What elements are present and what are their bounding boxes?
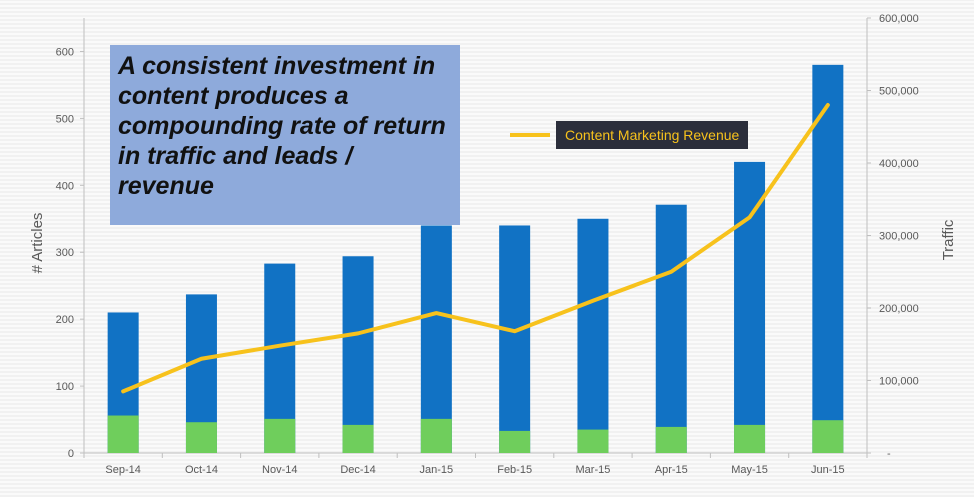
y-tick-label: 600 [56, 46, 74, 58]
bar-total [812, 64, 844, 453]
bar-total [420, 225, 452, 453]
y2-axis-title: Traffic [940, 219, 957, 260]
x-tick-label: Jan-15 [420, 464, 454, 476]
y-tick-label: 0 [68, 448, 74, 460]
bar-green [499, 430, 531, 453]
bar-total [577, 218, 609, 453]
legend: Content Marketing Revenue [510, 120, 749, 150]
y2-tick-label: 400,000 [879, 158, 919, 170]
callout-text: A consistent investment in content produ… [118, 52, 446, 200]
bar-green [342, 424, 374, 453]
legend-label: Content Marketing Revenue [556, 121, 749, 149]
x-tick-label: May-15 [731, 464, 768, 476]
y2-tick-label: 600,000 [879, 13, 919, 25]
bar-green [734, 424, 766, 453]
x-tick-label: Oct-14 [185, 464, 218, 476]
x-tick-label: Feb-15 [497, 464, 532, 476]
bar-total [499, 225, 531, 453]
callout-box: A consistent investment in content produ… [110, 45, 460, 225]
bar-green [420, 418, 452, 453]
y2-tick-label: 100,000 [879, 376, 919, 388]
bar-green [107, 415, 139, 453]
bar-total [655, 204, 687, 453]
x-tick-label: Sep-14 [105, 464, 140, 476]
y2-tick-label: 300,000 [879, 231, 919, 243]
y-tick-label: 400 [56, 180, 74, 192]
y2-tick-label: - [887, 448, 891, 460]
y-tick-label: 100 [56, 381, 74, 393]
bar-green [812, 420, 844, 453]
y-tick-label: 200 [56, 314, 74, 326]
x-tick-label: Dec-14 [340, 464, 375, 476]
bar-total [342, 256, 374, 453]
bars [107, 64, 844, 453]
x-tick-label: Apr-15 [655, 464, 688, 476]
x-tick-label: Mar-15 [576, 464, 611, 476]
bar-green [264, 418, 296, 453]
revenue-line [121, 103, 830, 394]
bar-total [734, 161, 766, 453]
x-tick-label: Jun-15 [811, 464, 845, 476]
revenue-line-path [121, 103, 830, 394]
axes: 0 100 200 300 400 500 600 - 100,000 200,000 300,00… [56, 13, 919, 476]
legend-line-swatch [510, 133, 550, 137]
y2-tick-label: 500,000 [879, 86, 919, 98]
y-tick-label: 500 [56, 113, 74, 125]
bar-green [655, 426, 687, 453]
y-axis-title: # Articles [29, 213, 46, 274]
y2-tick-label: 200,000 [879, 303, 919, 315]
x-tick-label: Nov-14 [262, 464, 297, 476]
bar-green [577, 429, 609, 453]
bar-green [185, 422, 217, 453]
y-tick-label: 300 [56, 247, 74, 259]
